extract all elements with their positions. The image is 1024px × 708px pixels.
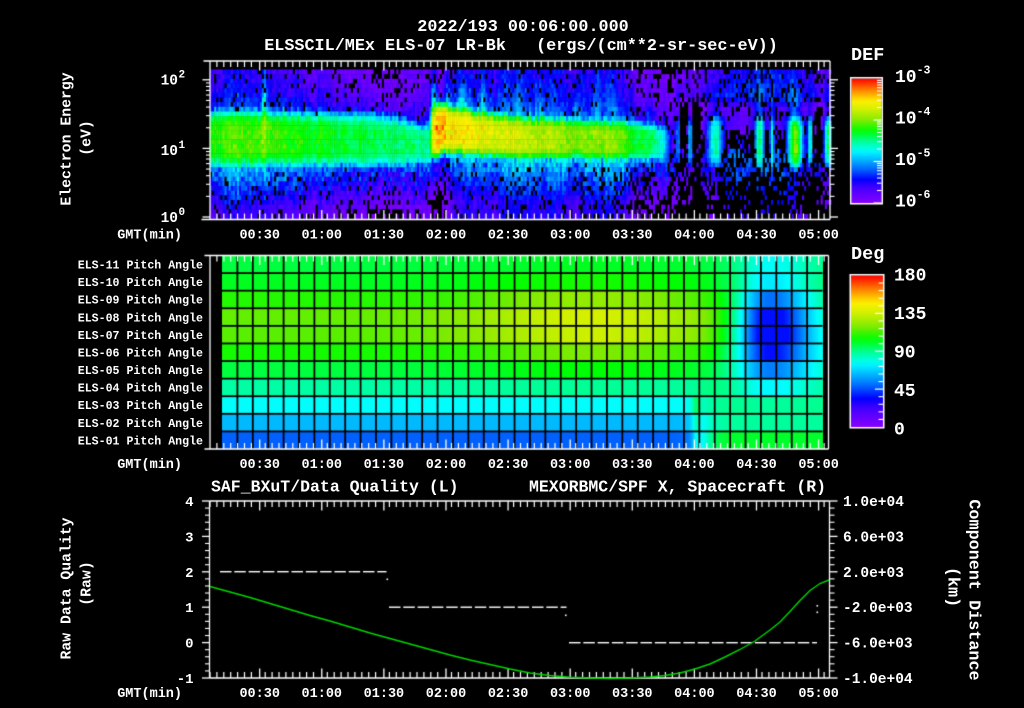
svg-text:180: 180 [894, 267, 926, 287]
svg-text:0: 0 [185, 637, 193, 653]
svg-text:00:30: 00:30 [239, 458, 280, 473]
svg-text:3: 3 [185, 531, 193, 547]
svg-text:1: 1 [179, 140, 186, 152]
svg-text:04:30: 04:30 [736, 229, 777, 244]
svg-text:02:00: 02:00 [426, 458, 467, 473]
svg-text:ELS-10 Pitch Angle: ELS-10 Pitch Angle [78, 277, 203, 290]
svg-text:ELS-05 Pitch Angle: ELS-05 Pitch Angle [78, 365, 203, 378]
svg-text:01:00: 01:00 [302, 687, 343, 702]
svg-text:02:30: 02:30 [488, 458, 529, 473]
svg-text:Component Distance: Component Distance [964, 499, 983, 680]
svg-text:2: 2 [185, 566, 193, 582]
svg-text:Deg: Deg [851, 244, 884, 265]
svg-text:10-4: 10-4 [895, 106, 931, 130]
svg-text:-2.0e+03: -2.0e+03 [843, 601, 913, 617]
svg-text:2022/193 00:06:00.000: 2022/193 00:06:00.000 [417, 18, 628, 37]
svg-text:(eV): (eV) [80, 120, 96, 156]
svg-text:-1: -1 [177, 672, 194, 688]
svg-text:03:30: 03:30 [612, 229, 653, 244]
svg-text:ELS-08 Pitch Angle: ELS-08 Pitch Angle [78, 312, 203, 325]
svg-text:Raw Data Quality: Raw Data Quality [60, 517, 76, 659]
svg-text:04:00: 04:00 [674, 687, 715, 702]
svg-text:SAF_BXuT/Data Quality (L): SAF_BXuT/Data Quality (L) [211, 478, 459, 497]
svg-text:05:00: 05:00 [798, 229, 839, 244]
svg-text:-6.0e+03: -6.0e+03 [843, 637, 913, 653]
svg-text:45: 45 [894, 382, 916, 402]
svg-text:01:00: 01:00 [302, 458, 343, 473]
svg-text:00:30: 00:30 [239, 687, 280, 702]
svg-text:0: 0 [894, 421, 905, 441]
svg-text:03:30: 03:30 [612, 458, 653, 473]
svg-text:ELS-03 Pitch Angle: ELS-03 Pitch Angle [78, 400, 203, 413]
svg-text:DEF: DEF [851, 45, 884, 66]
svg-text:6.0e+03: 6.0e+03 [843, 531, 904, 547]
svg-text:ELS-02 Pitch Angle: ELS-02 Pitch Angle [78, 418, 203, 431]
svg-text:01:30: 01:30 [364, 229, 405, 244]
svg-text:ELS-01 Pitch Angle: ELS-01 Pitch Angle [78, 435, 203, 448]
svg-text:10: 10 [161, 211, 178, 227]
svg-text:01:00: 01:00 [302, 229, 343, 244]
svg-text:0: 0 [179, 207, 186, 219]
svg-text:GMT(min): GMT(min) [117, 687, 182, 702]
svg-text:ELS-06 Pitch Angle: ELS-06 Pitch Angle [78, 347, 203, 360]
svg-text:10: 10 [161, 144, 178, 160]
svg-text:10-5: 10-5 [895, 148, 931, 172]
svg-text:03:30: 03:30 [612, 687, 653, 702]
svg-text:04:00: 04:00 [674, 229, 715, 244]
svg-text:2: 2 [179, 70, 186, 82]
svg-text:MEXORBMC/SPF X, Spacecraft (R): MEXORBMC/SPF X, Spacecraft (R) [529, 478, 826, 497]
svg-text:10: 10 [161, 74, 178, 90]
svg-text:GMT(min): GMT(min) [117, 458, 182, 473]
svg-text:04:30: 04:30 [736, 687, 777, 702]
svg-text:1: 1 [185, 601, 193, 617]
svg-text:ELS-04 Pitch Angle: ELS-04 Pitch Angle [78, 383, 203, 396]
svg-text:03:00: 03:00 [550, 687, 591, 702]
svg-text:135: 135 [894, 305, 926, 325]
svg-text:(Raw): (Raw) [80, 561, 96, 605]
svg-text:ELS-07 Pitch Angle: ELS-07 Pitch Angle [78, 330, 203, 343]
svg-text:1.0e+04: 1.0e+04 [843, 495, 904, 511]
svg-text:-1.0e+04: -1.0e+04 [843, 672, 913, 688]
svg-text:10-6: 10-6 [895, 189, 931, 213]
svg-text:04:00: 04:00 [674, 458, 715, 473]
svg-text:00:30: 00:30 [239, 229, 280, 244]
svg-text:4: 4 [185, 495, 193, 511]
svg-text:01:30: 01:30 [364, 687, 405, 702]
svg-text:ELS-09 Pitch Angle: ELS-09 Pitch Angle [78, 295, 203, 308]
svg-text:02:30: 02:30 [488, 229, 529, 244]
svg-text:02:30: 02:30 [488, 687, 529, 702]
svg-text:05:00: 05:00 [798, 687, 839, 702]
svg-text:05:00: 05:00 [798, 458, 839, 473]
svg-text:01:30: 01:30 [364, 458, 405, 473]
svg-text:02:00: 02:00 [426, 229, 467, 244]
svg-text:GMT(min): GMT(min) [117, 229, 182, 244]
svg-text:10-3: 10-3 [895, 65, 931, 89]
svg-text:Electron Energy: Electron Energy [60, 72, 76, 205]
svg-text:2.0e+03: 2.0e+03 [843, 566, 904, 582]
svg-text:04:30: 04:30 [736, 458, 777, 473]
svg-text:ELSSCIL/MEx ELS-07 LR-Bk (er: ELSSCIL/MEx ELS-07 LR-Bk (ergs/(cm**2-sr… [264, 37, 778, 56]
svg-text:02:00: 02:00 [426, 687, 467, 702]
svg-text:90: 90 [894, 344, 916, 364]
svg-text:(km): (km) [943, 567, 962, 607]
svg-text:03:00: 03:00 [550, 229, 591, 244]
svg-text:ELS-11 Pitch Angle: ELS-11 Pitch Angle [78, 260, 203, 273]
svg-text:03:00: 03:00 [550, 458, 591, 473]
